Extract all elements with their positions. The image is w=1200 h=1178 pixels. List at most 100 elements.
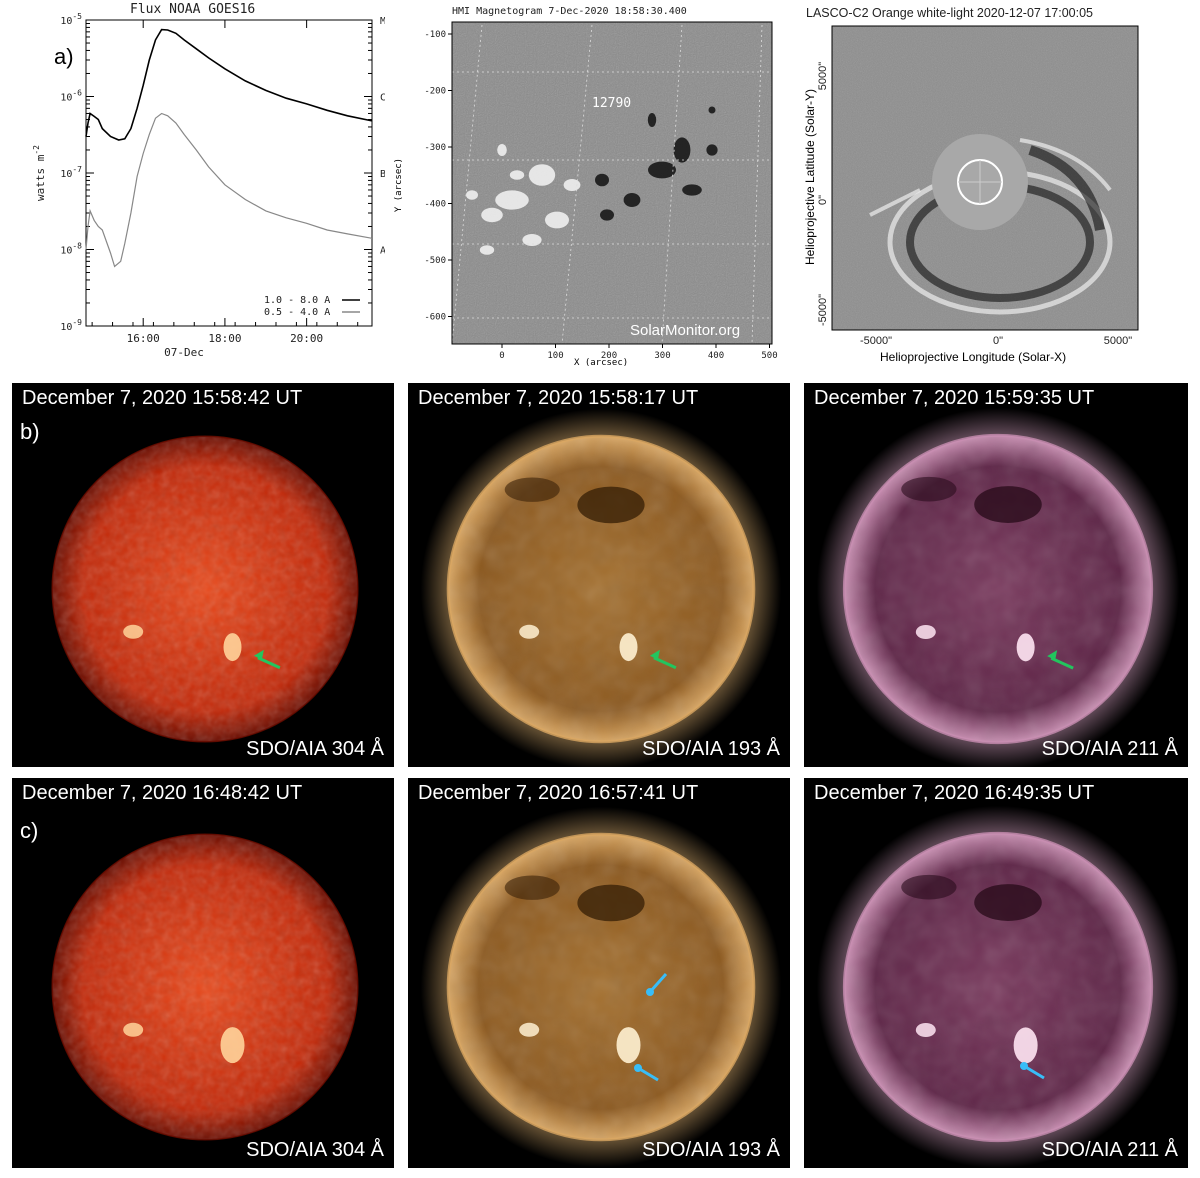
- y-tick-label: -100: [424, 30, 446, 40]
- x-tick-label: 0": [993, 335, 1003, 347]
- legend-label: 1.0 - 8.0 A: [264, 295, 330, 306]
- solar-disk-211: [816, 407, 1180, 767]
- coronal-hole: [901, 476, 957, 502]
- magnetogram-frame: [451, 21, 773, 345]
- negative-polarity-patch: [623, 193, 641, 207]
- solar-limb: [842, 433, 1154, 745]
- series-line: [85, 112, 373, 268]
- goes-flux-chart: 10-9 10-8 10-7 10-6 10-5 A B C M 16:00 18:00 20:00 0…: [32, 12, 385, 359]
- x-axis-label: 07-Dec: [164, 346, 204, 359]
- positive-polarity-patch: [563, 179, 581, 191]
- arrow-head: [253, 649, 264, 660]
- coronal-hole: [577, 486, 645, 524]
- lasco-coronagraph-image: 5000" 0" -5000" -5000" 0" 5000": [817, 25, 1139, 347]
- arrow-head: [1047, 650, 1058, 661]
- x-tick-label: 300: [654, 351, 670, 361]
- active-region-bright: [915, 625, 936, 640]
- x-tick-label: 400: [708, 351, 724, 361]
- coordinate-grid-line: [561, 24, 593, 345]
- goes-class-label: B: [380, 169, 385, 180]
- solar-limb: [446, 832, 756, 1142]
- solar-limb: [842, 831, 1154, 1143]
- x-tick-label: 100: [547, 351, 563, 361]
- coordinate-grid-line: [451, 24, 483, 345]
- goes-chart-title: Flux NOAA GOES16: [130, 2, 256, 17]
- region-label: 12790: [592, 96, 632, 111]
- coordinate-grid-line: [661, 24, 683, 345]
- solar-limb: [51, 833, 359, 1141]
- pointer-arrow-icon: [649, 649, 677, 670]
- coronal-hole: [504, 477, 560, 502]
- negative-polarity-patch: [648, 161, 676, 179]
- coronal-hole: [504, 875, 560, 900]
- active-region-bright: [519, 1022, 540, 1037]
- negative-polarity-patch: [682, 184, 702, 196]
- negative-polarity-patch: [708, 106, 716, 114]
- channel-label: SDO/AIA 193 Å: [642, 1139, 780, 1161]
- cme-bright-streak: [869, 188, 921, 217]
- timestamp: December 7, 2020 16:48:42 UT: [22, 782, 303, 804]
- cme-bright-streak: [1019, 138, 1112, 192]
- panel-label-a: a): [54, 44, 74, 69]
- negative-polarity-patch: [673, 137, 691, 163]
- legend-label: 0.5 - 4.0 A: [264, 307, 330, 318]
- series-line: [85, 28, 373, 141]
- positive-polarity-patch: [495, 190, 529, 210]
- x-tick-label: 500: [761, 351, 777, 361]
- y-tick-label: 5000": [817, 62, 829, 90]
- goes-class-label: C: [380, 93, 385, 104]
- positive-polarity-patch: [497, 144, 507, 156]
- coronal-hole: [974, 486, 1042, 523]
- timestamp: December 7, 2020 16:57:41 UT: [418, 782, 699, 804]
- channel-label: SDO/AIA 211 Å: [1041, 1139, 1178, 1161]
- x-tick-label: -5000": [860, 335, 892, 347]
- panel-label-c: c): [20, 818, 39, 843]
- channel-label: SDO/AIA 193 Å: [642, 738, 780, 760]
- magnetogram-image: -100 -200 -300 -400 -500 -600 0 100 200 300 400 500: [424, 21, 778, 361]
- lasco-xlabel: Helioprojective Longitude (Solar-X): [880, 350, 1067, 364]
- solar-limb: [446, 434, 756, 744]
- y-tick-label: -600: [424, 313, 446, 323]
- y-axis-label: watts m-2: [32, 145, 47, 201]
- solar-disk-304: [24, 408, 386, 767]
- solar-limb: [51, 435, 359, 743]
- active-region-bright: [915, 1023, 936, 1038]
- goes-flux-panel: Flux NOAA GOES16 a) 10-9 10-8 10-7 10-6 10-5…: [0, 0, 385, 372]
- positive-polarity-patch: [479, 245, 495, 255]
- arrow-head: [1020, 1062, 1028, 1070]
- y-tick-label: -400: [424, 200, 446, 210]
- pointer-arrow-icon: [634, 1064, 659, 1082]
- positive-polarity-patch: [528, 164, 556, 186]
- active-region-bright: [123, 624, 144, 639]
- disk-texture: [448, 834, 754, 1140]
- plot-frame: [85, 19, 373, 327]
- channel-label: SDO/AIA 211 Å: [1041, 738, 1178, 760]
- disk-texture: [448, 436, 754, 742]
- flare-region: [1013, 1027, 1038, 1064]
- aia-211-b-image: December 7, 2020 15:59:35 UT SDO/AIA 211…: [804, 383, 1188, 767]
- disk-texture: [844, 833, 1152, 1141]
- lasco-title: LASCO-C2 Orange white-light 2020-12-07 1…: [806, 6, 1093, 20]
- panel-label-b: b): [20, 419, 40, 444]
- channel-label: SDO/AIA 304 Å: [246, 738, 384, 760]
- aia-211-c-image: December 7, 2020 16:49:35 UT SDO/AIA 211…: [804, 778, 1188, 1168]
- y-tick-label: 10-5: [60, 12, 82, 27]
- positive-polarity-patch: [545, 211, 569, 229]
- goes-class-label: A: [380, 246, 385, 257]
- magnetogram-noise: [452, 22, 772, 344]
- y-tick-label: 10-7: [60, 165, 82, 180]
- timestamp: December 7, 2020 16:49:35 UT: [814, 782, 1095, 804]
- active-region-bright: [123, 1022, 144, 1037]
- arrow-head: [646, 988, 654, 996]
- timestamp: December 7, 2020 15:58:42 UT: [22, 387, 303, 409]
- pointer-arrow-icon: [1020, 1062, 1045, 1080]
- active-region-bright: [519, 624, 540, 639]
- flare-region: [619, 633, 638, 662]
- disk-texture: [52, 436, 358, 742]
- flare-region: [1016, 633, 1035, 662]
- y-tick-label: 10-9: [60, 318, 82, 333]
- arrow-head: [634, 1064, 642, 1072]
- x-tick-label: 18:00: [208, 332, 241, 345]
- solar-disk-193: [420, 806, 782, 1168]
- timestamp: December 7, 2020 15:59:35 UT: [814, 387, 1095, 409]
